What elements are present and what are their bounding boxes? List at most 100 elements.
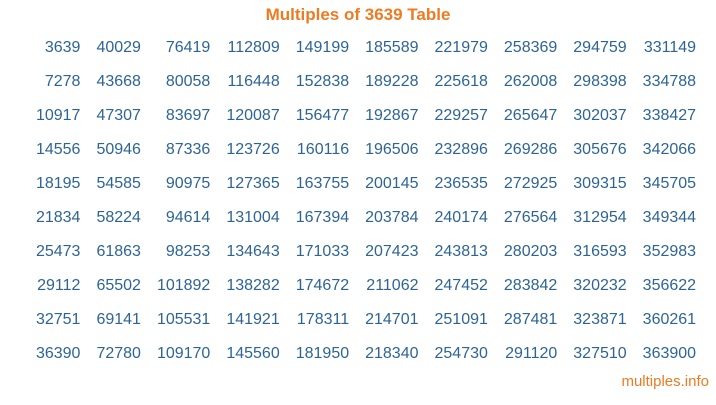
multiple-cell: 83697 [165,107,211,124]
multiple-cell: 29112 [37,277,81,294]
multiple-cell: 163755 [295,175,350,192]
multiple-cell: 25473 [35,243,81,260]
multiple-cell: 127365 [226,175,280,192]
multiple-cell: 243813 [434,243,488,260]
multiple-cell: 185589 [365,39,419,56]
multiple-cell: 189228 [365,73,419,90]
multiple-cell: 265647 [503,107,558,124]
multiple-cell: 312954 [573,209,627,226]
multiple-cell: 272925 [503,175,558,192]
table-row: 21834 58224 94614 131004 167394 203784 240174 2… [20,201,696,235]
multiple-cell: 160116 [296,141,350,158]
multiple-cell: 138282 [226,277,280,294]
table-row: 29112 65502 101892 138282 174672 211062 247452… [20,269,696,303]
multiple-cell: 363900 [642,345,697,362]
multiple-cell: 349344 [642,209,697,226]
multiple-cell: 105531 [156,311,211,328]
multiple-cell: 3639 [44,39,81,56]
multiple-cell: 47307 [96,107,141,124]
multiple-cell: 214701 [365,311,419,328]
multiple-cell: 240174 [434,209,488,226]
multiple-cell: 323871 [573,311,627,328]
multiple-cell: 72780 [96,345,141,362]
multiple-cell: 7278 [44,73,81,90]
multiple-cell: 94614 [165,209,211,226]
multiple-cell: 345705 [642,175,697,192]
footer-link[interactable]: multiples.info [621,373,709,390]
multiple-cell: 18195 [35,175,81,192]
table-row: 36390 72780 109170 145560 181950 218340 254730… [20,337,696,371]
page-title: Multiples of 3639 Table [265,5,451,24]
multiple-cell: 247452 [434,277,488,294]
multiple-cell: 327510 [573,345,627,362]
multiple-cell: 331149 [643,39,697,56]
multiple-cell: 152838 [295,73,350,90]
multiple-cell: 50946 [96,141,141,158]
multiple-cell: 123726 [226,141,280,158]
multiple-cell: 283842 [503,277,558,294]
multiples-table-body: 3639 40029 76419 112809 149199 185589 221979 25… [20,31,696,371]
multiple-cell: 196506 [365,141,419,158]
multiple-cell: 309315 [573,175,627,192]
multiple-cell: 109170 [156,345,211,362]
multiple-cell: 294759 [573,39,627,56]
multiple-cell: 134643 [226,243,280,260]
multiple-cell: 232896 [434,141,488,158]
multiple-cell: 320232 [573,277,627,294]
multiple-cell: 225618 [434,73,488,90]
multiples-table: 3639 40029 76419 112809 149199 185589 221979 25… [20,31,696,371]
multiple-cell: 87336 [165,141,211,158]
multiple-cell: 203784 [365,209,419,226]
multiple-cell: 338427 [642,107,697,124]
multiple-cell: 101892 [156,277,211,294]
multiple-cell: 258369 [503,39,558,56]
multiple-cell: 116448 [227,73,280,90]
multiple-cell: 65502 [96,277,141,294]
multiple-cell: 254730 [434,345,488,362]
multiple-cell: 269286 [503,141,558,158]
multiple-cell: 360261 [642,311,697,328]
multiple-cell: 69141 [96,311,141,328]
multiple-cell: 21834 [35,209,81,226]
multiple-cell: 149199 [295,39,350,56]
table-row: 25473 61863 98253 134643 171033 207423 243813 2… [20,235,696,269]
multiple-cell: 302037 [573,107,627,124]
multiple-cell: 229257 [434,107,488,124]
multiple-cell: 280203 [503,243,558,260]
multiple-cell: 251091 [434,311,488,328]
multiple-cell: 61863 [96,243,141,260]
multiple-cell: 262008 [503,73,558,90]
multiple-cell: 305676 [573,141,627,158]
multiple-cell: 112809 [227,39,280,56]
multiple-cell: 276564 [503,209,558,226]
multiple-cell: 316593 [573,243,627,260]
table-row: 14556 50946 87336 123726 160116 196506 232896 2… [20,133,696,167]
multiple-cell: 90975 [165,175,211,192]
multiple-cell: 352983 [642,243,697,260]
table-row: 32751 69141 105531 141921 178311 214701 251091… [20,303,696,337]
multiple-cell: 342066 [642,141,697,158]
multiple-cell: 14556 [35,141,81,158]
multiple-cell: 334788 [642,73,697,90]
multiple-cell: 236535 [434,175,488,192]
multiple-cell: 131004 [226,209,280,226]
multiple-cell: 192867 [365,107,419,124]
multiples-page: Multiples of 3639 Table 3639 40029 76419 11… [0,5,716,405]
multiple-cell: 120087 [226,107,280,124]
multiple-cell: 76419 [165,39,211,56]
multiple-cell: 43668 [96,73,141,90]
multiple-cell: 287481 [503,311,558,328]
multiple-cell: 58224 [96,209,141,226]
table-row: 7278 43668 80058 116448 152838 189228 225618 26… [20,65,696,99]
multiple-cell: 40029 [96,39,141,56]
table-row: 10917 47307 83697 120087 156477 192867 229257 2… [20,99,696,133]
multiple-cell: 54585 [96,175,141,192]
multiple-cell: 211062 [366,277,419,294]
multiple-cell: 181950 [295,345,350,362]
multiple-cell: 200145 [365,175,419,192]
multiple-cell: 356622 [642,277,697,294]
multiple-cell: 141921 [226,311,280,328]
multiple-cell: 32751 [35,311,81,328]
multiple-cell: 171033 [295,243,350,260]
multiple-cell: 80058 [165,73,211,90]
